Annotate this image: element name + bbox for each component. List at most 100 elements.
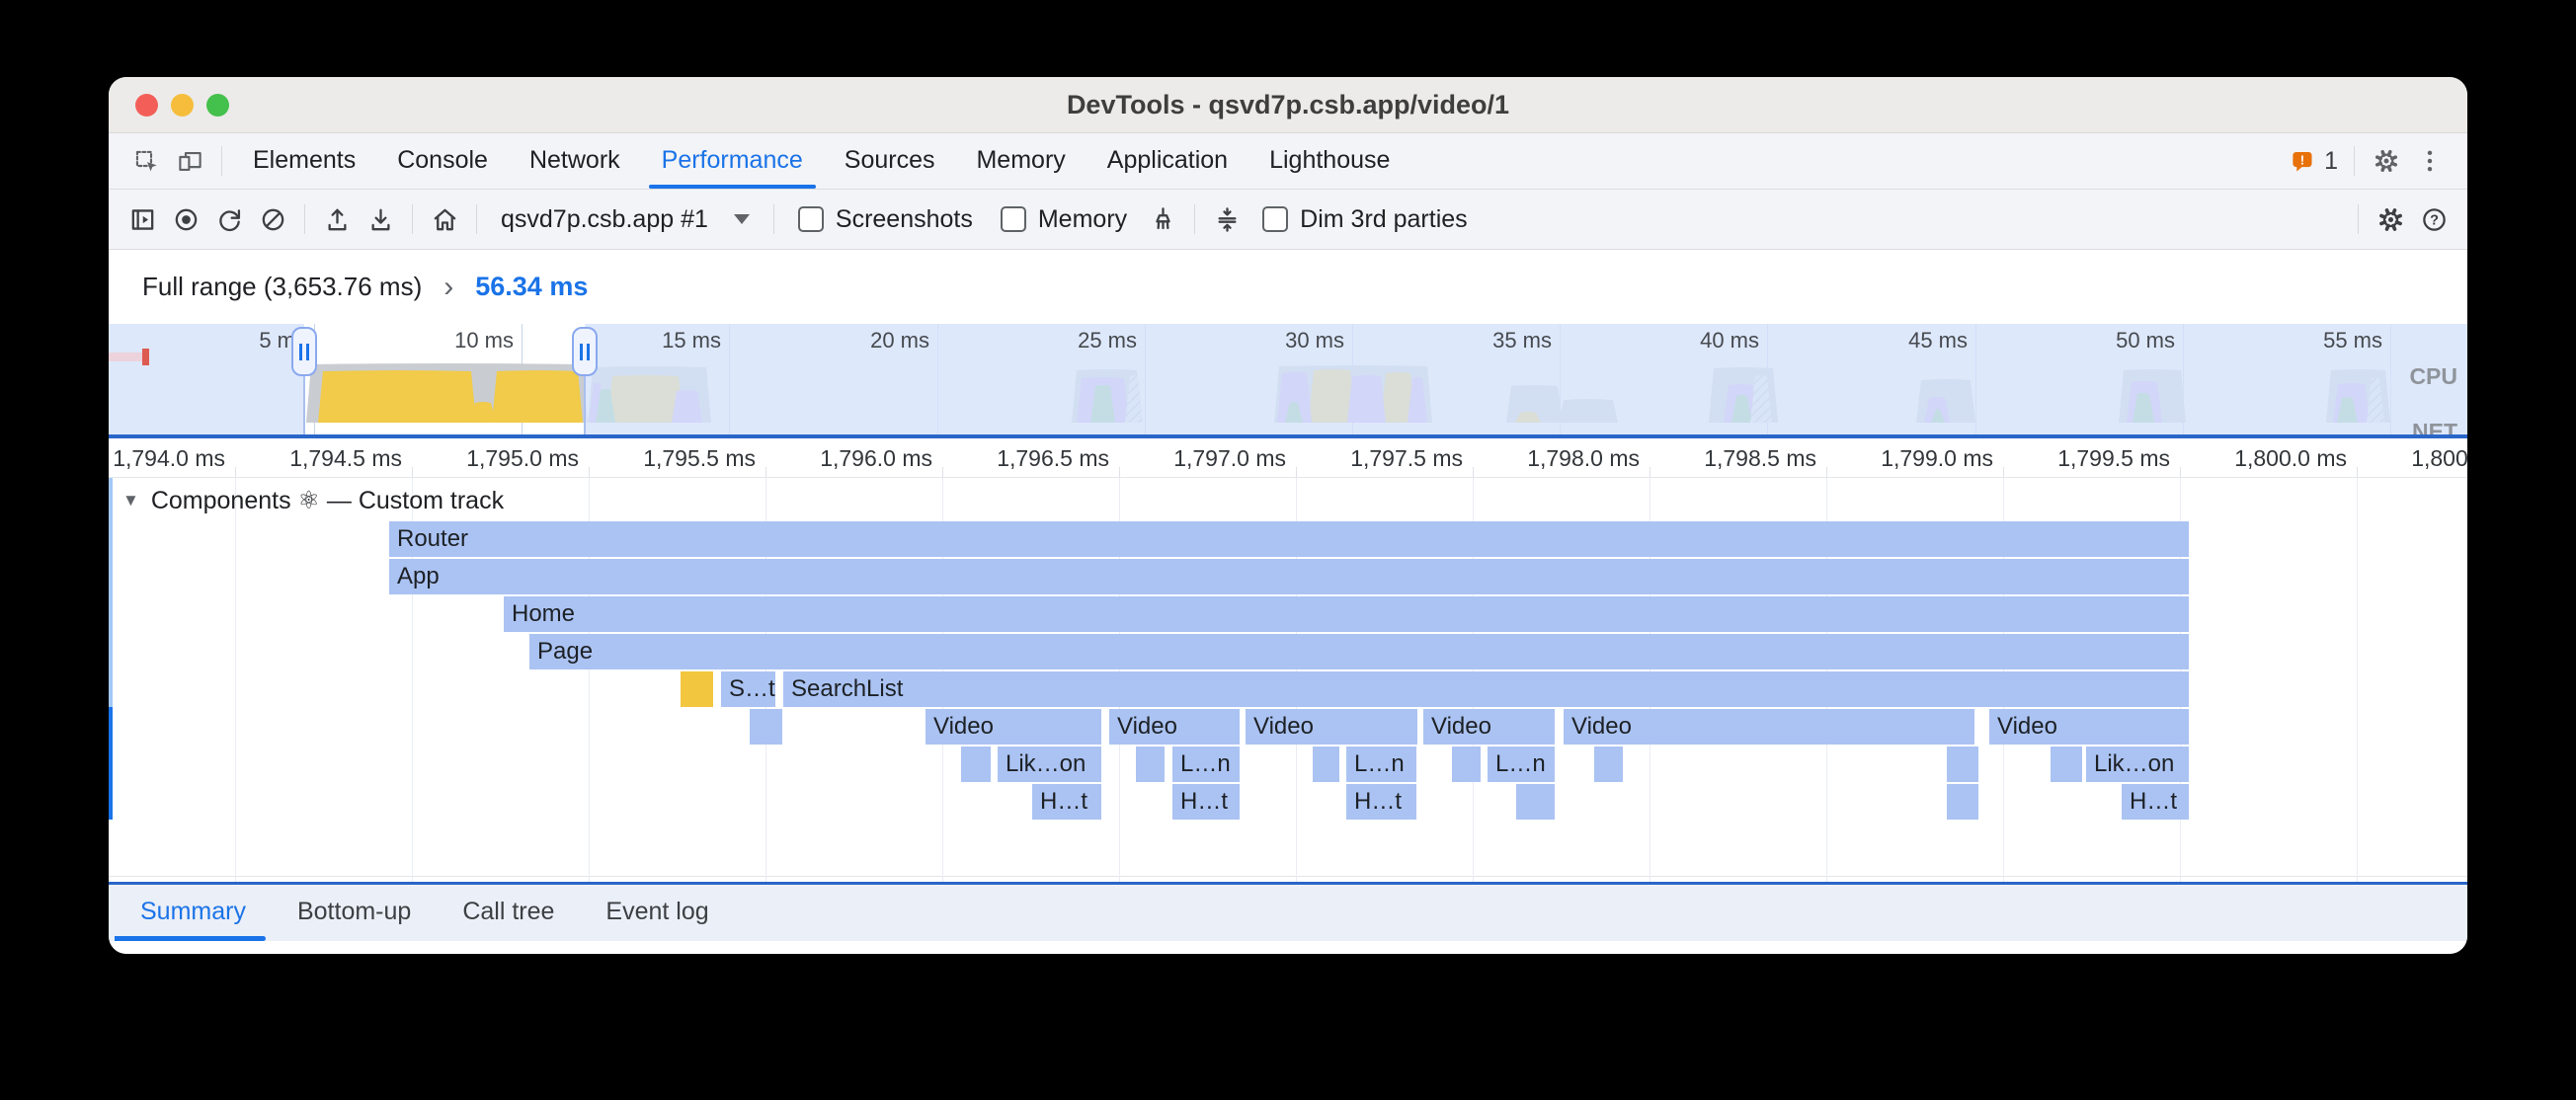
bottom-tab-summary[interactable]: Summary (115, 885, 272, 941)
disclosure-triangle-icon[interactable]: ▼ (122, 491, 139, 510)
bottom-tab-call-tree[interactable]: Call tree (462, 898, 555, 925)
inspect-icon[interactable] (124, 139, 168, 183)
tab-memory[interactable]: Memory (976, 145, 1066, 174)
kebab-menu-icon[interactable] (2408, 139, 2452, 183)
flame-bar-likon[interactable]: Lik…on (998, 746, 1103, 782)
flame-bar[interactable] (2051, 746, 2084, 782)
flame-bar-ln[interactable]: L…n (1346, 746, 1418, 782)
gear-icon[interactable] (2369, 197, 2412, 241)
minimize-button[interactable] (171, 94, 194, 117)
flame-bar-video[interactable]: Video (1246, 709, 1419, 745)
track-header[interactable]: ▼ Components ⚛ — Custom track (122, 486, 504, 515)
tab-network[interactable]: Network (528, 145, 620, 174)
flame-bar[interactable] (1947, 746, 1980, 782)
right-selection-handle[interactable] (572, 327, 598, 376)
download-icon[interactable] (359, 197, 402, 241)
tab-application[interactable]: Application (1106, 145, 1229, 174)
flame-bar[interactable] (961, 746, 993, 782)
memory-checkbox[interactable]: Memory (1000, 204, 1128, 234)
flame-bar-ht[interactable]: H…t (1032, 784, 1103, 820)
screenshots-checkbox-label: Screenshots (835, 204, 973, 233)
timeline-overview[interactable]: 5 ms 10 ms 15 ms 20 ms 25 ms 30 ms 35 ms 40 ms 4… (109, 324, 2467, 434)
flame-bar-ln[interactable]: L…n (1172, 746, 1242, 782)
dim-3rd-parties-checkbox-box[interactable] (1262, 206, 1289, 232)
tab-lighthouse[interactable]: Lighthouse (1269, 145, 1391, 174)
flame-bar-ht[interactable]: H…t (2122, 784, 2191, 820)
tab-console[interactable]: Console (397, 145, 488, 174)
flame-bar-app[interactable]: App (389, 559, 2191, 594)
flame-bar-st[interactable]: S…t (721, 671, 777, 707)
reload-record-icon[interactable] (207, 197, 251, 241)
ruler-tick-label: 1,800.0 ms (2234, 445, 2347, 471)
help-icon[interactable]: ? (2412, 197, 2455, 241)
flame-bar-ht[interactable]: H…t (1346, 784, 1418, 820)
zoom-button[interactable] (206, 94, 229, 117)
devtools-window: DevTools - qsvd7p.csb.app/video/1 Elemen… (109, 77, 2467, 954)
tab-performance[interactable]: Performance (641, 134, 824, 189)
flame-chart[interactable]: ▼ Components ⚛ — Custom track Router App H… (109, 478, 2467, 882)
flame-bar-likon[interactable]: Lik…on (2086, 746, 2191, 782)
collapse-icon[interactable] (1205, 197, 1248, 241)
flame-bar-searchlist[interactable]: SearchList (783, 671, 2191, 707)
flame-bar[interactable] (1516, 784, 1557, 820)
flame-bar-video[interactable]: Video (1989, 709, 2191, 745)
target-select[interactable]: qsvd7p.csb.app #1 (487, 197, 764, 241)
ruler-tick (765, 467, 766, 477)
flame-gridline (235, 478, 236, 882)
breadcrumb-full-range[interactable]: Full range (3,653.76 ms) (142, 272, 423, 301)
ruler-tick (589, 467, 590, 477)
close-button[interactable] (135, 94, 158, 117)
flame-bar[interactable] (750, 709, 784, 745)
memory-checkbox-box[interactable] (1000, 206, 1026, 232)
flame-bar[interactable] (1452, 746, 1483, 782)
screenshots-checkbox-box[interactable] (797, 206, 824, 232)
clear-icon[interactable] (251, 197, 294, 241)
flame-bar[interactable] (1136, 746, 1167, 782)
flame-bar-ln[interactable]: L…n (1488, 746, 1557, 782)
devtools-tabbar: Elements Console Network Performance Sources… (109, 133, 2467, 190)
flame-bar[interactable] (1594, 746, 1625, 782)
overview-tick-label: 55 ms (2323, 328, 2382, 353)
flame-bar-video[interactable]: Video (1423, 709, 1557, 745)
selection-hairline (584, 372, 586, 434)
ruler-tick-label: 1,798.5 ms (1704, 445, 1816, 471)
home-icon[interactable] (423, 197, 466, 241)
flame-bar[interactable] (681, 671, 715, 707)
tab-sources[interactable]: Sources (844, 145, 935, 174)
flame-bar-label: Router (397, 525, 469, 552)
flame-bar-ht[interactable]: H…t (1172, 784, 1242, 820)
record-icon[interactable] (164, 197, 207, 241)
flame-gridline (589, 478, 590, 882)
flame-bar-page[interactable]: Page (529, 634, 2191, 669)
flame-bar-label: Video (1253, 713, 1314, 740)
flame-bar-video[interactable]: Video (1109, 709, 1242, 745)
bottom-tab-bottom-up[interactable]: Bottom-up (296, 898, 412, 925)
flame-gridline (2357, 478, 2358, 882)
bottom-tab-event-log[interactable]: Event log (605, 898, 709, 925)
panel-toggle-icon[interactable] (121, 197, 164, 241)
device-toolbar-icon[interactable] (168, 139, 211, 183)
upload-icon[interactable] (315, 197, 359, 241)
separator (476, 204, 477, 234)
memory-checkbox-label: Memory (1037, 204, 1128, 233)
issues-badge[interactable]: ! 1 (2290, 147, 2338, 176)
track-scroll-indicator[interactable] (109, 707, 113, 820)
ruler-tick (942, 467, 943, 477)
gear-icon[interactable] (2365, 139, 2408, 183)
flame-bar[interactable] (1313, 746, 1341, 782)
flame-bar-video[interactable]: Video (926, 709, 1103, 745)
left-selection-handle[interactable] (291, 327, 317, 376)
flame-bar-label: L…n (1180, 750, 1231, 777)
dim-3rd-parties-checkbox[interactable]: Dim 3rd parties (1262, 205, 1468, 234)
flame-bar-label: L…n (1495, 750, 1546, 777)
tab-elements[interactable]: Elements (253, 145, 357, 174)
flame-bar-video[interactable]: Video (1564, 709, 1976, 745)
flame-bar-router[interactable]: Router (389, 521, 2191, 557)
ruler-tick-label: 1,800.5 ms (2411, 445, 2467, 471)
flame-bar-home[interactable]: Home (504, 596, 2191, 632)
flame-bar[interactable] (1947, 784, 1980, 820)
flame-bar-label: SearchList (791, 675, 904, 702)
gc-icon[interactable] (1141, 197, 1184, 241)
screenshots-checkbox[interactable]: Screenshots (797, 204, 973, 234)
